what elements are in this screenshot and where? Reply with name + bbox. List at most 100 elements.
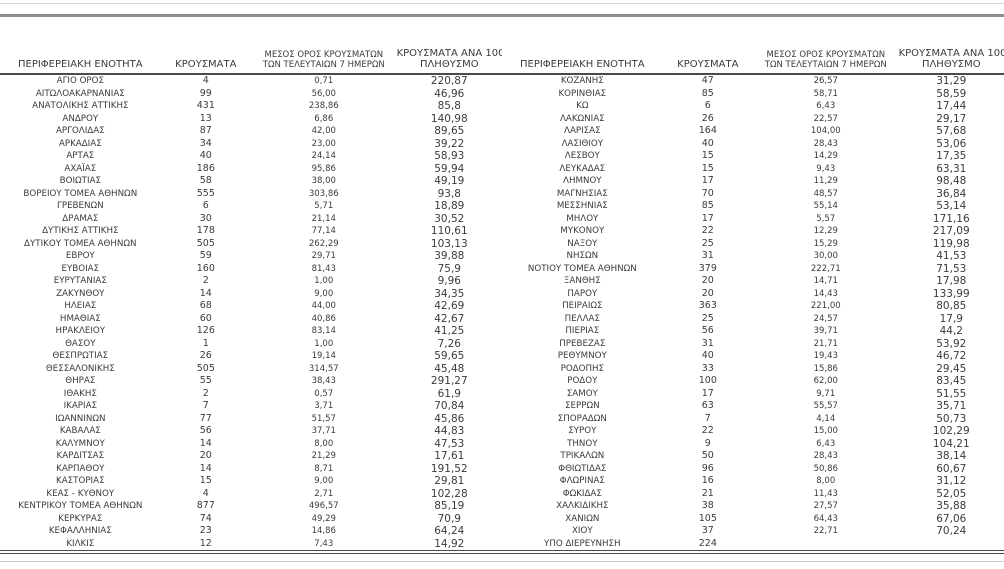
table-row: ΜΕΣΣΗΝΙΑΣ 85 55,14 53,14 <box>502 200 1004 213</box>
cell-cases: 63 <box>701 400 714 411</box>
cell-region: ΑΡΓΟΛΙΔΑΣ <box>55 126 105 136</box>
cell-cases: 59 <box>199 250 212 261</box>
cell-avg7-days: 9,00 <box>314 476 334 486</box>
cell-per-100k: 103,13 <box>430 237 468 250</box>
cell-per-100k: 110,61 <box>430 225 468 237</box>
cell-avg7-days: 496,57 <box>308 501 339 511</box>
cell-region: ΗΛΕΙΑΣ <box>64 301 97 311</box>
cell-cases: 7 <box>202 400 209 411</box>
cases-table-left: ΠΕΡΙΦΕΡΕΙΑΚΗ ΕΝΟΤΗΤΑ ΚΡΟΥΣΜΑΤΑ ΜΕΣΟΣ ΟΡΟ… <box>0 38 502 554</box>
cell-cases: 555 <box>196 187 215 199</box>
table-row: ΥΠΟ ΔΙΕΡΕΥΝΗΣΗ 224 <box>502 538 1004 553</box>
cell-per-100k: 64,24 <box>434 525 465 537</box>
cell-avg7-days: 15,29 <box>813 238 838 249</box>
table-row: ΚΑΣΤΟΡΙΑΣ 15 9,00 29,81 <box>0 475 502 488</box>
table-row: ΣΕΡΡΩΝ 63 55,57 35,71 <box>502 400 1004 413</box>
table-row: ΝΟΤΙΟΥ ΤΟΜΕΑ ΑΘΗΝΩΝ 379 222,71 71,53 <box>502 263 1004 276</box>
cell-avg7-days: 24,57 <box>813 313 838 324</box>
cell-cases: 31 <box>701 250 714 261</box>
table-row: ΑΡΓΟΛΙΔΑΣ 87 42,00 89,65 <box>0 125 502 138</box>
cell-cases: 15 <box>199 475 212 486</box>
cell-avg7-days: 81,43 <box>311 263 336 274</box>
cell-region: ΗΡΑΚΛΕΙΟΥ <box>55 326 106 336</box>
table-row: ΘΗΡΑΣ 55 38,43 291,27 <box>0 375 502 388</box>
cell-region: ΚΑΡΔΙΤΣΑΣ <box>56 451 105 461</box>
table-row: ΑΝΔΡΟΥ 13 6,86 140,98 <box>0 113 502 126</box>
table-row: ΛΑΡΙΣΑΣ 164 104,00 57,68 <box>502 125 1004 138</box>
cell-region: ΛΑΚΩΝΙΑΣ <box>559 113 605 124</box>
table-row: ΔΡΑΜΑΣ 30 21,14 30,52 <box>0 213 502 226</box>
table-row: ΑΡΤΑΣ 40 24,14 58,93 <box>0 150 502 163</box>
cell-per-100k: 83,45 <box>936 375 967 387</box>
cell-avg7-days: 49,29 <box>311 513 336 524</box>
cell-per-100k: 31,29 <box>936 75 967 87</box>
cell-region: ΚΟΡΙΝΘΙΑΣ <box>558 88 607 99</box>
cell-region: ΛΕΣΒΟΥ <box>564 151 600 161</box>
cell-cases: 47 <box>701 75 714 86</box>
cell-cases: 21 <box>701 487 714 499</box>
cell-per-100k: 42,67 <box>434 312 465 325</box>
cell-per-100k: 291,27 <box>430 375 468 387</box>
cell-cases: 877 <box>196 500 215 511</box>
table-row: ΚΙΛΚΙΣ 12 7,43 14,92 <box>0 538 502 553</box>
bottom-light-rule <box>0 561 1004 562</box>
cell-region: ΝΑΞΟΥ <box>567 238 598 249</box>
cell-avg7-days: 4,14 <box>816 413 836 424</box>
cell-avg7-days: 37,71 <box>311 426 336 436</box>
cell-avg7-days <box>753 538 899 553</box>
cell-avg7-days: 83,14 <box>311 326 336 336</box>
table-row: ΚΟΡΙΝΘΙΑΣ 85 58,71 58,59 <box>502 88 1004 101</box>
cell-region: ΙΘΑΚΗΣ <box>63 388 97 399</box>
cell-avg7-days: 1,00 <box>314 338 334 349</box>
cell-avg7-days: 14,29 <box>813 151 838 161</box>
cell-region: ΜΕΣΣΗΝΙΑΣ <box>556 201 608 211</box>
cell-per-100k: 53,06 <box>936 137 967 150</box>
table-row: ΑΙΤΩΛΟΑΚΑΡΝΑΝΙΑΣ 99 56,00 46,96 <box>0 88 502 101</box>
cell-region: ΘΕΣΠΡΩΤΙΑΣ <box>52 351 109 361</box>
cell-region: ΡΟΔΟΥ <box>567 376 598 386</box>
cell-per-100k: 58,59 <box>936 87 967 100</box>
cell-cases: 77 <box>199 412 212 424</box>
cell-per-100k: 31,12 <box>936 475 967 487</box>
cell-region: ΛΑΣΙΘΙΟΥ <box>561 138 604 149</box>
cell-cases: 50 <box>701 450 714 461</box>
cell-per-100k: 39,88 <box>434 250 465 262</box>
cell-cases: 186 <box>196 162 215 174</box>
table-row: ΘΕΣΣΑΛΟΝΙΚΗΣ 505 314,57 45,48 <box>0 363 502 376</box>
table-row: ΛΕΣΒΟΥ 15 14,29 17,35 <box>502 150 1004 163</box>
cell-region: ΓΡΕΒΕΝΩΝ <box>56 201 104 211</box>
cell-avg7-days: 3,71 <box>314 401 334 411</box>
table-row: ΘΑΣΟΥ 1 1,00 7,26 <box>0 338 502 351</box>
cell-region: ΡΕΘΥΜΝΟΥ <box>557 351 607 361</box>
cell-region: ΒΟΡΕΙΟΥ ΤΟΜΕΑ ΑΘΗΝΩΝ <box>23 188 138 199</box>
cell-avg7-days: 14,71 <box>813 276 838 286</box>
table-row: ΗΛΕΙΑΣ 68 44,00 42,69 <box>0 300 502 313</box>
cell-cases: 22 <box>701 425 714 436</box>
cell-avg7-days: 11,29 <box>813 176 838 186</box>
cell-per-100k: 17,44 <box>936 100 967 112</box>
cell-avg7-days: 55,57 <box>813 401 838 411</box>
cell-region: ΦΛΩΡΙΝΑΣ <box>559 476 605 486</box>
cell-region: ΚΕΝΤΡΙΚΟΥ ΤΟΜΕΑ ΑΘΗΝΩΝ <box>18 501 143 511</box>
cell-region: ΠΑΡΟΥ <box>567 288 598 299</box>
cell-cases: 96 <box>701 462 714 474</box>
cell-avg7-days: 0,57 <box>314 388 334 399</box>
cell-region: ΚΑΡΠΑΘΟΥ <box>56 463 105 474</box>
table-row: ΙΚΑΡΙΑΣ 7 3,71 70,84 <box>0 400 502 413</box>
cell-cases: 58 <box>199 175 212 186</box>
cell-region: ΠΕΛΛΑΣ <box>564 313 600 324</box>
cell-cases: 105 <box>698 512 717 524</box>
header-per100k-line2: ΠΛΗΘΥΣΜΟ <box>921 59 981 70</box>
cell-avg7-days: 48,57 <box>813 188 838 199</box>
cell-region: ΖΑΚΥΝΘΟΥ <box>56 288 105 299</box>
cell-region: ΛΕΥΚΑΔΑΣ <box>559 163 606 174</box>
cell-region: ΠΡΕΒΕΖΑΣ <box>559 338 606 349</box>
header-cases: ΚΡΟΥΣΜΑΤΑ <box>662 38 753 75</box>
cell-per-100k: 75,9 <box>437 262 461 275</box>
table-row: ΚΕΑΣ - ΚΥΘΝΟΥ 4 2,71 102,28 <box>0 488 502 501</box>
cell-cases: 6 <box>202 200 209 211</box>
header-per100k-line2: ΠΛΗΘΥΣΜΟ <box>419 59 479 70</box>
cell-per-100k: 57,68 <box>936 125 967 137</box>
cell-avg7-days: 2,71 <box>314 488 334 499</box>
cell-avg7-days: 314,57 <box>308 363 339 374</box>
